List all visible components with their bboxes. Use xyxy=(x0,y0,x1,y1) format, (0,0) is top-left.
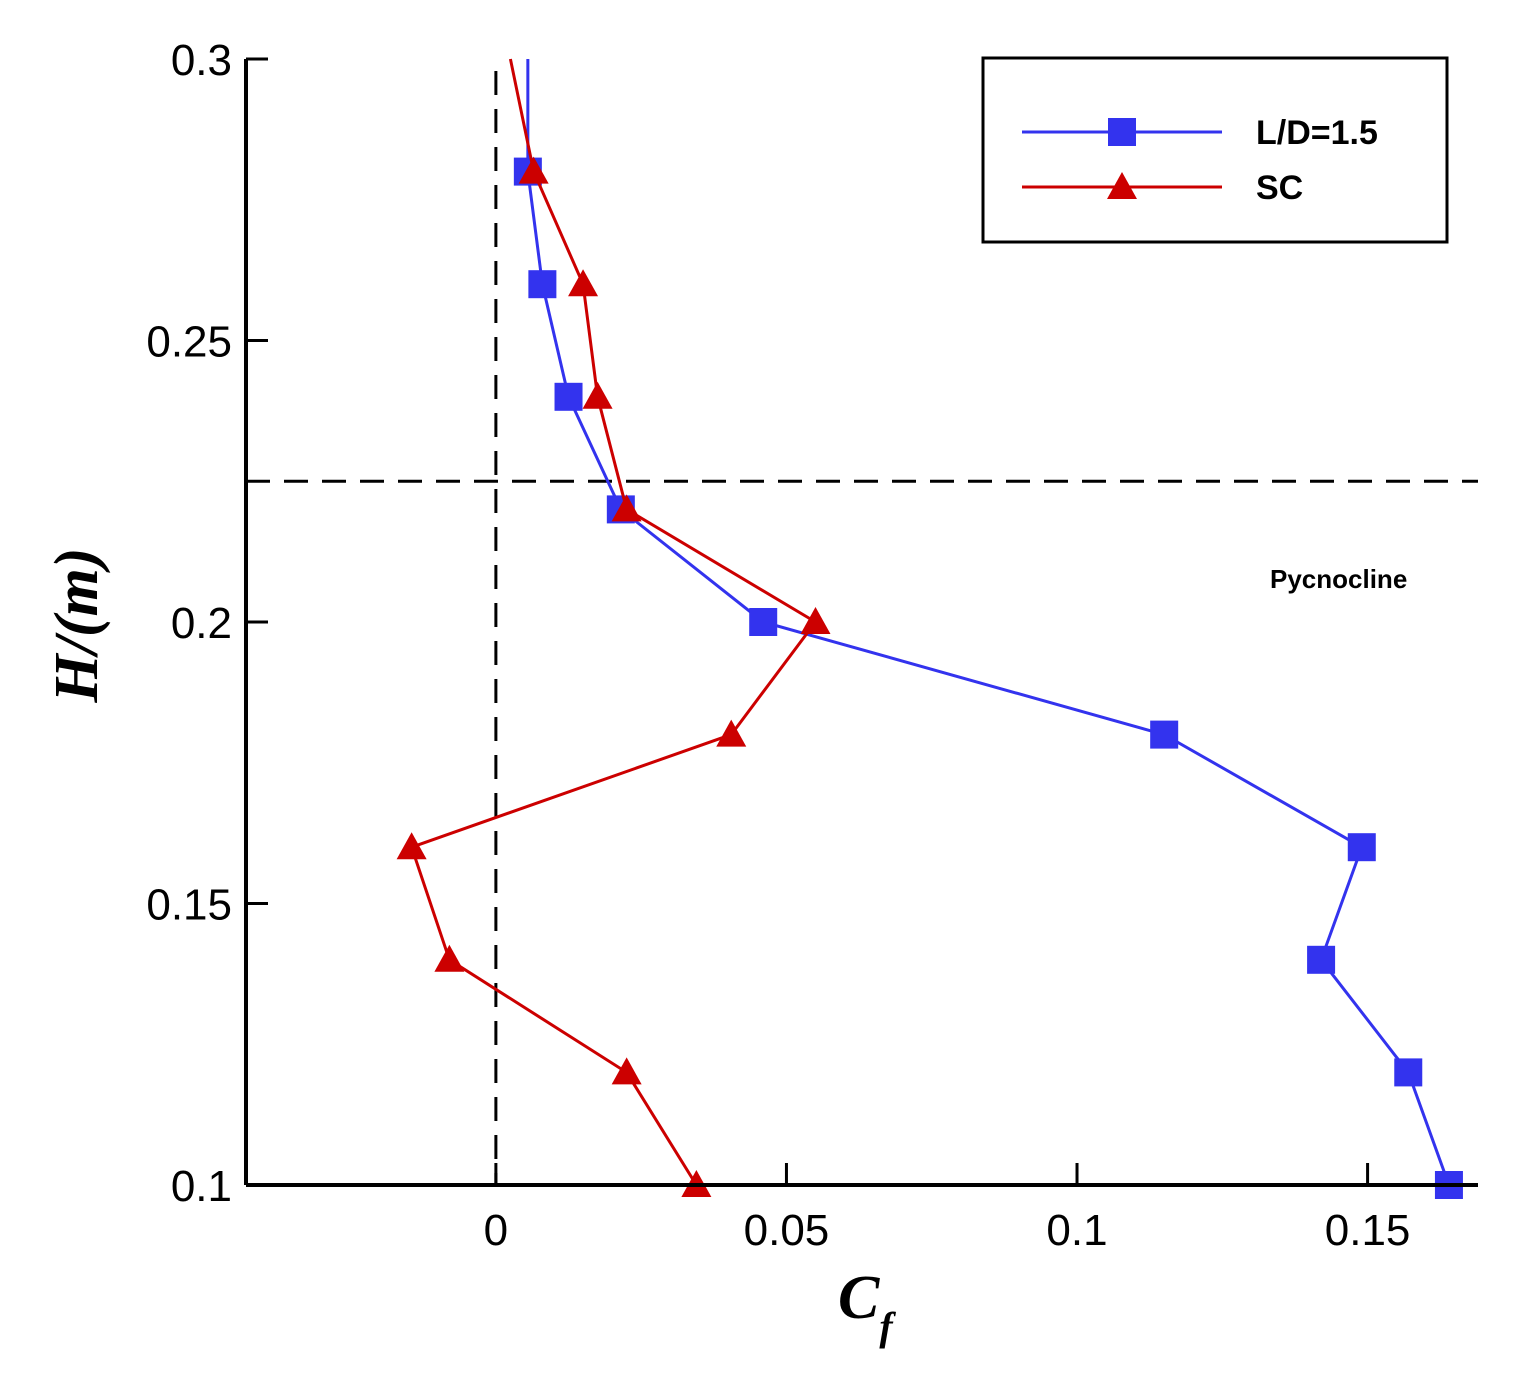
data-point xyxy=(528,270,557,299)
x-axis-title-main: C xyxy=(838,1264,880,1332)
legend-label: SC xyxy=(1256,169,1303,207)
legend-marker xyxy=(1107,172,1137,199)
data-point xyxy=(1394,1058,1423,1087)
legend-entry: SC xyxy=(1022,169,1303,207)
x-tick-label: 0 xyxy=(484,1206,508,1255)
legend-entry: L/D=1.5 xyxy=(1022,114,1378,152)
x-tick-label: 0.1 xyxy=(1046,1206,1107,1255)
data-point xyxy=(434,944,465,972)
data-point xyxy=(1150,720,1179,749)
series-layer xyxy=(396,58,1463,1199)
legend: L/D=1.5 SC xyxy=(981,56,1449,244)
y-tick-label: 0.1 xyxy=(171,1162,232,1211)
data-point xyxy=(554,382,583,411)
data-point xyxy=(518,156,549,184)
x-axis-title-subscript: f xyxy=(879,1304,896,1349)
data-point xyxy=(1347,833,1376,862)
legend-box xyxy=(981,56,1449,244)
data-point xyxy=(611,1057,642,1085)
x-tick-label: 0.15 xyxy=(1325,1206,1411,1255)
data-point xyxy=(1307,945,1336,974)
legend-label: L/D=1.5 xyxy=(1256,114,1378,152)
y-axis-title: H/(m) xyxy=(43,548,111,704)
y-tick-label: 0.2 xyxy=(171,599,232,648)
legend-marker xyxy=(1108,118,1136,146)
y-tick-label: 0.3 xyxy=(171,36,232,85)
x-tick-label: 0.05 xyxy=(744,1206,830,1255)
x-axis-title: Cf xyxy=(838,1264,896,1349)
data-point xyxy=(800,607,831,634)
data-point xyxy=(582,381,613,409)
ticks: 0.1 0.15 0.2 0.25 0.3 0 0.05 0.1 0.15 xyxy=(146,36,1410,1255)
data-point xyxy=(396,832,427,860)
legend-entries: L/D=1.5 SC xyxy=(1022,114,1378,207)
data-point xyxy=(611,494,642,522)
y-tick-label: 0.25 xyxy=(146,318,232,367)
series-sc xyxy=(396,58,831,1197)
data-point xyxy=(568,269,599,297)
data-point xyxy=(716,719,747,747)
pycnocline-annotation: Pycnocline xyxy=(1270,564,1407,594)
y-tick-label: 0.15 xyxy=(146,881,232,930)
reference-lines xyxy=(246,71,1478,1185)
data-point xyxy=(749,608,778,636)
